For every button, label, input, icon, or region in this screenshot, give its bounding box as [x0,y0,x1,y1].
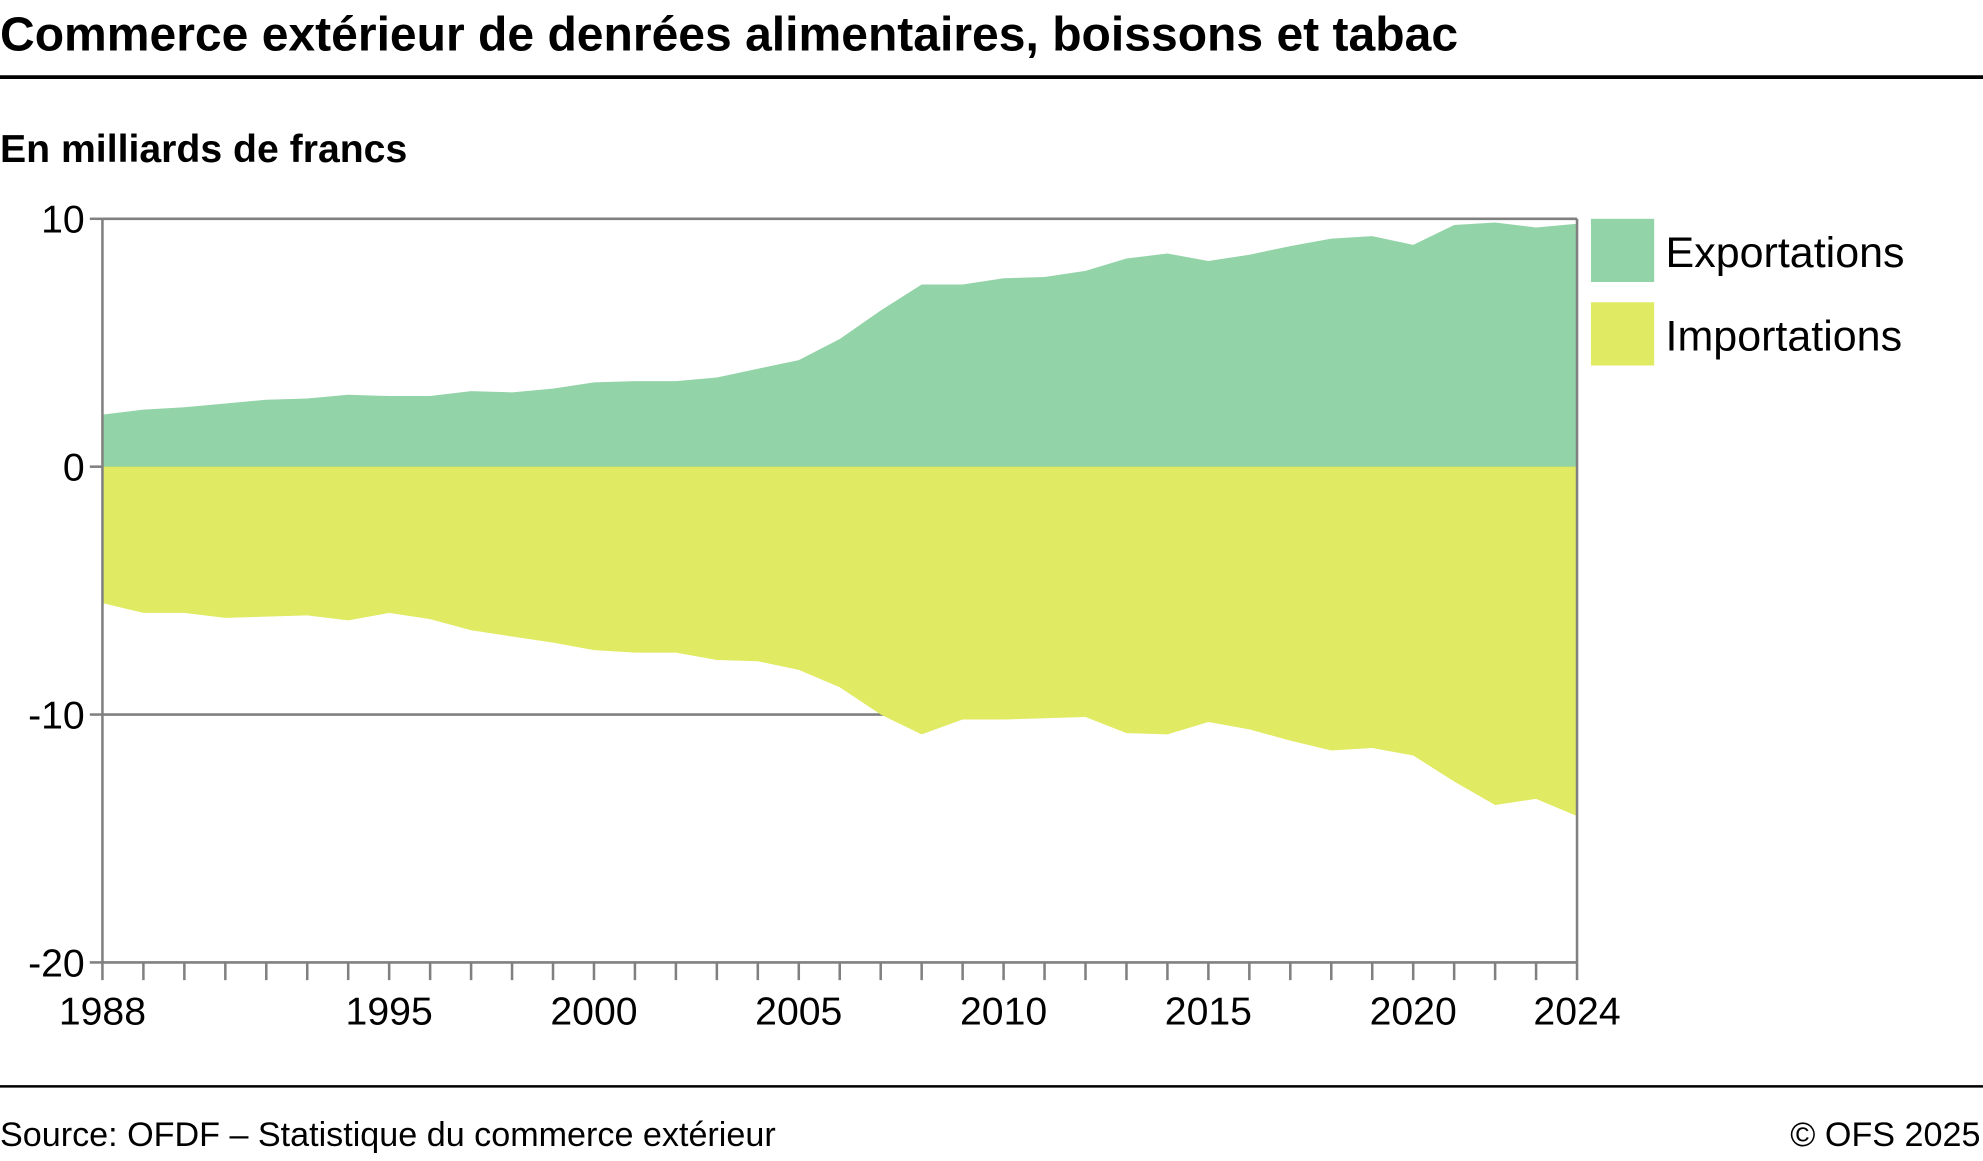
area-exportations [102,222,1578,467]
area-importations [102,466,1578,817]
y-tick-label: 0 [63,447,85,490]
x-tick-label: 2015 [1165,990,1252,1033]
y-axis-ticks: 10 0 -10 -20 [28,199,85,986]
x-tick-label: 2024 [1533,990,1620,1033]
x-tick-label: 1988 [59,990,146,1033]
x-axis-ticks: 1988 1995 2000 2005 2010 2015 2020 2024 [59,990,1621,1033]
x-tick-label: 2000 [550,990,637,1033]
x-tick-label: 2005 [755,990,842,1033]
legend: Exportations Importations [1590,218,1905,366]
x-tick-label: 2020 [1370,990,1457,1033]
legend-swatch-exportations [1590,218,1655,283]
chart-subtitle: En milliards de francs [0,128,407,171]
chart-title: Commerce extérieur de denrées alimentair… [0,9,1458,62]
x-tick-label: 2010 [960,990,1047,1033]
source-text: Source: OFDF – Statistique du commerce e… [0,1116,776,1154]
copyright-text: © OFS 2025 [1790,1116,1980,1154]
y-tick-label: -20 [28,942,85,985]
y-tick-label: 10 [41,199,85,242]
x-tick-label: 1995 [346,990,433,1033]
legend-swatch-importations [1590,302,1655,366]
legend-label-importations: Importations [1666,312,1903,360]
axes [89,217,1579,981]
legend-label-exportations: Exportations [1666,229,1905,277]
y-tick-label: -10 [28,694,85,737]
